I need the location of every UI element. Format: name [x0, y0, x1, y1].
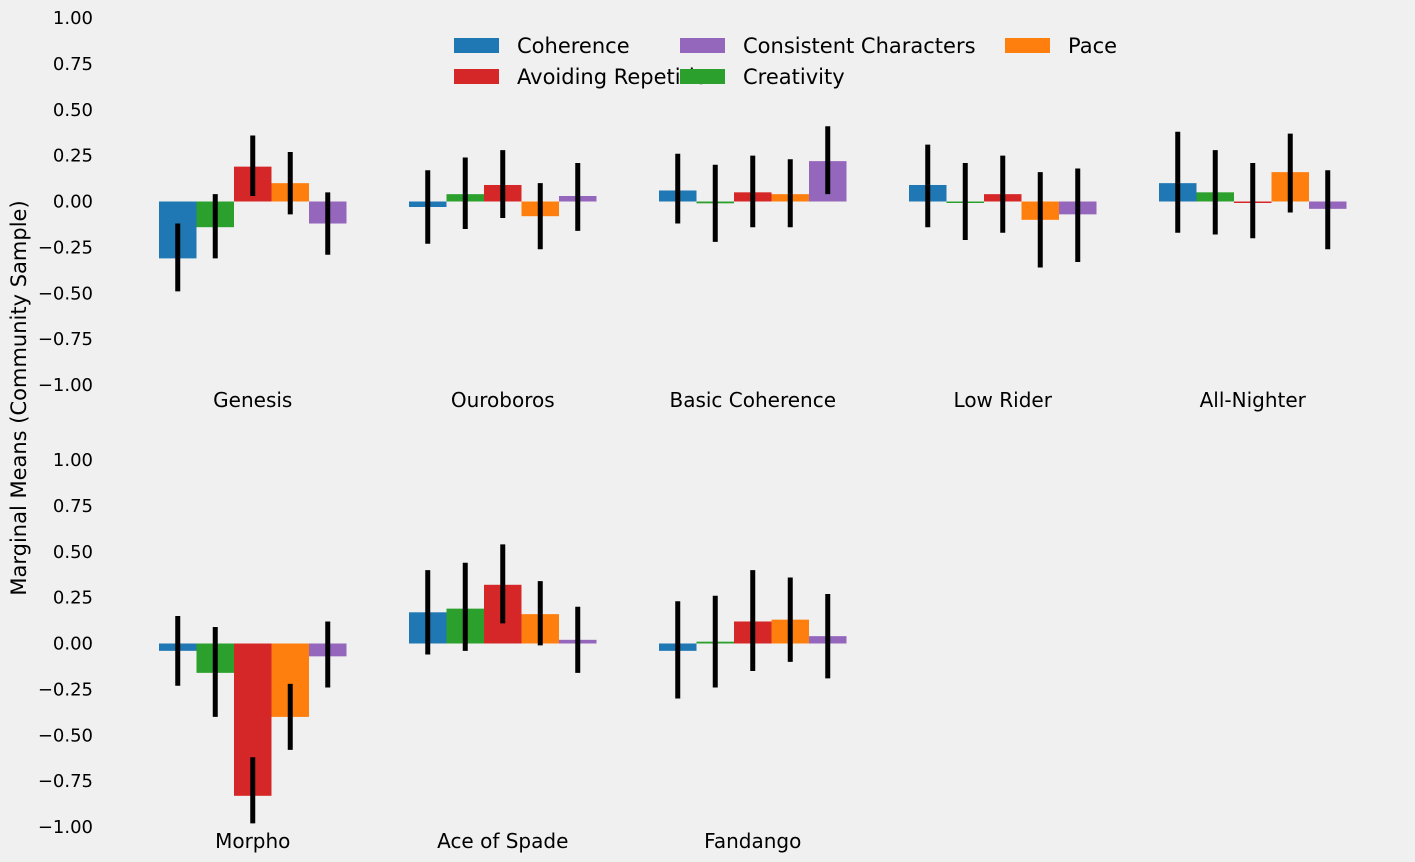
legend-swatch	[680, 38, 725, 53]
category-label: All-Nighter	[1200, 388, 1307, 412]
legend-swatch	[454, 69, 499, 84]
legend-swatch	[1005, 38, 1050, 53]
y-tick-label: 0.75	[53, 496, 93, 517]
legend-label: Pace	[1068, 34, 1117, 58]
y-tick-label: −1.00	[38, 375, 93, 396]
y-tick-label: −0.50	[38, 283, 93, 304]
y-axis-label: Marginal Means (Community Sample)	[7, 200, 31, 595]
y-tick-label: −0.75	[38, 329, 93, 350]
y-tick-label: 0.00	[53, 634, 93, 655]
category-label: Fandango	[704, 829, 801, 853]
y-tick-label: −0.50	[38, 725, 93, 746]
legend-label: Coherence	[517, 34, 630, 58]
y-tick-label: 0.50	[53, 100, 93, 121]
category-label: Genesis	[213, 388, 292, 412]
category-label: Ace of Spade	[437, 829, 568, 853]
category-label: Morpho	[215, 829, 290, 853]
y-tick-label: 1.00	[53, 8, 93, 29]
y-tick-label: 0.25	[53, 588, 93, 609]
y-tick-label: −0.75	[38, 771, 93, 792]
y-tick-label: 0.75	[53, 54, 93, 75]
legend-swatch	[454, 38, 499, 53]
legend-label: Creativity	[743, 65, 845, 89]
y-tick-label: −1.00	[38, 817, 93, 838]
y-tick-label: 0.50	[53, 542, 93, 563]
y-tick-label: −0.25	[38, 679, 93, 700]
y-tick-label: −0.25	[38, 237, 93, 258]
y-tick-label: 0.25	[53, 146, 93, 167]
category-label: Ouroboros	[451, 388, 555, 412]
category-label: Low Rider	[954, 388, 1053, 412]
legend-swatch	[680, 69, 725, 84]
category-label: Basic Coherence	[669, 388, 836, 412]
y-tick-label: 0.00	[53, 192, 93, 213]
y-tick-label: 1.00	[53, 450, 93, 471]
legend-label: Consistent Characters	[743, 34, 976, 58]
